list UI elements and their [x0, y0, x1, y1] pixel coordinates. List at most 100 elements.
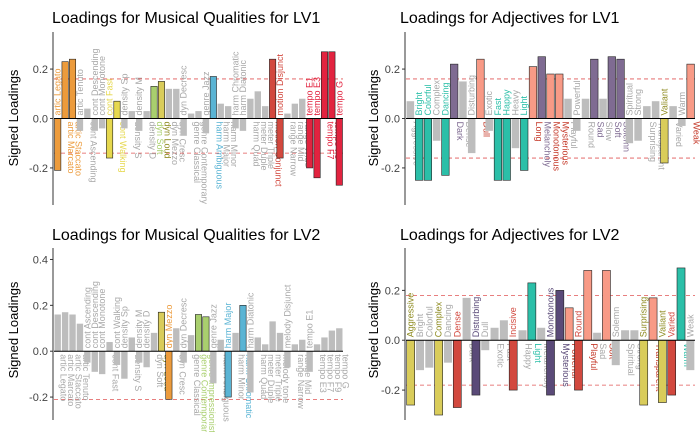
- bar: [121, 351, 128, 379]
- category-label: genre Classical: [192, 354, 202, 416]
- bar: [639, 339, 649, 406]
- bar: [299, 339, 306, 352]
- category-label: tempo G: [334, 81, 344, 116]
- bar: [232, 332, 239, 352]
- category-label: Varied: [667, 312, 677, 337]
- bar: [686, 63, 695, 119]
- bar: [291, 344, 299, 352]
- category-label: harm Diatonic: [245, 292, 255, 348]
- bar: [450, 63, 459, 119]
- category-label: cont Ascending: [82, 287, 92, 348]
- category-label: Light: [519, 95, 529, 115]
- category-label: cont Walking: [118, 122, 128, 173]
- bar: [520, 118, 529, 171]
- category-label: genre Impressionist: [207, 354, 217, 432]
- category-label: Dark: [455, 122, 465, 142]
- category-label: harm Major: [223, 303, 233, 349]
- category-label: Sad: [595, 122, 605, 138]
- category-label: Playful: [589, 343, 599, 370]
- bar: [150, 332, 158, 352]
- bar: [678, 118, 686, 126]
- bar: [481, 340, 490, 351]
- bar: [537, 56, 546, 119]
- bar: [217, 339, 224, 352]
- panel-title: Loadings for Musical Qualities for LV2: [52, 227, 320, 244]
- category-label: tempo E3: [312, 77, 322, 116]
- category-label: Colorful: [423, 84, 433, 115]
- category-label: tempo E3: [318, 354, 328, 393]
- category-label: Sad: [598, 343, 608, 359]
- bar: [276, 118, 284, 159]
- category-label: artic Staccato: [74, 122, 84, 177]
- category-label: dyn Decresc: [179, 65, 189, 116]
- y-axis-label: Signed Loadings: [6, 281, 21, 378]
- category-label: dyn Loud: [162, 122, 172, 159]
- bar: [165, 350, 173, 400]
- category-label: meter Triple: [266, 122, 276, 170]
- category-label: genre Classical: [192, 122, 202, 184]
- bar: [143, 351, 150, 368]
- bar: [527, 282, 537, 341]
- bar: [313, 344, 321, 352]
- y-tick-label: 0.0: [33, 346, 48, 358]
- bar: [686, 340, 695, 371]
- bar: [643, 106, 651, 119]
- bar: [630, 330, 639, 341]
- bar: [537, 327, 546, 341]
- category-label: motion Disjunct: [275, 53, 285, 115]
- bar: [581, 98, 590, 119]
- bar: [69, 314, 76, 352]
- panel-title: Loadings for Musical Qualities for LV1: [52, 10, 320, 27]
- category-label: Valiant: [657, 310, 667, 337]
- bar: [459, 81, 467, 119]
- bar: [593, 332, 602, 341]
- category-label: tempo G: [340, 354, 350, 389]
- bar: [210, 351, 217, 384]
- bar: [195, 111, 202, 119]
- bar: [157, 81, 165, 119]
- category-label: Surprising: [648, 122, 658, 163]
- bar: [247, 351, 254, 393]
- y-tick-label: 0.0: [33, 114, 48, 126]
- category-label: Slow: [604, 122, 614, 142]
- category-label: harm Diatonic: [238, 59, 248, 115]
- y-tick-label: 0.4: [33, 254, 48, 266]
- bar: [284, 113, 291, 119]
- bar: [128, 337, 135, 352]
- bar: [202, 118, 210, 134]
- bar: [76, 323, 84, 352]
- category-label: density Sp: [119, 73, 129, 115]
- bar: [462, 297, 471, 341]
- category-label: meter Triple: [274, 354, 284, 402]
- bar: [232, 118, 239, 129]
- bar: [98, 118, 106, 129]
- category-label: density Sp: [119, 306, 129, 348]
- category-label: Dense: [452, 311, 462, 337]
- bar: [511, 118, 520, 149]
- bar: [599, 98, 607, 119]
- category-label: Melancholy: [543, 122, 553, 168]
- category-label: Bright: [415, 313, 425, 337]
- bar: [113, 351, 121, 365]
- category-label: harm Minor: [229, 122, 239, 168]
- bar: [187, 113, 195, 119]
- category-label: dyn Mezzo: [170, 122, 180, 166]
- category-label: Complex: [434, 301, 444, 337]
- category-label: Light: [533, 343, 543, 363]
- category-label: range Narrow: [288, 122, 298, 177]
- bar: [648, 297, 658, 341]
- bar: [485, 118, 493, 131]
- category-label: density M: [134, 310, 144, 349]
- bar: [224, 106, 232, 119]
- bar: [406, 339, 415, 406]
- category-label: dyn Cresc: [177, 122, 187, 163]
- bar: [306, 351, 313, 372]
- category-label: cont Ascending: [88, 122, 98, 183]
- category-label: range Narrow: [296, 354, 306, 409]
- bar: [493, 118, 503, 181]
- bar: [239, 118, 247, 131]
- y-axis-label: Signed Loadings: [366, 281, 381, 378]
